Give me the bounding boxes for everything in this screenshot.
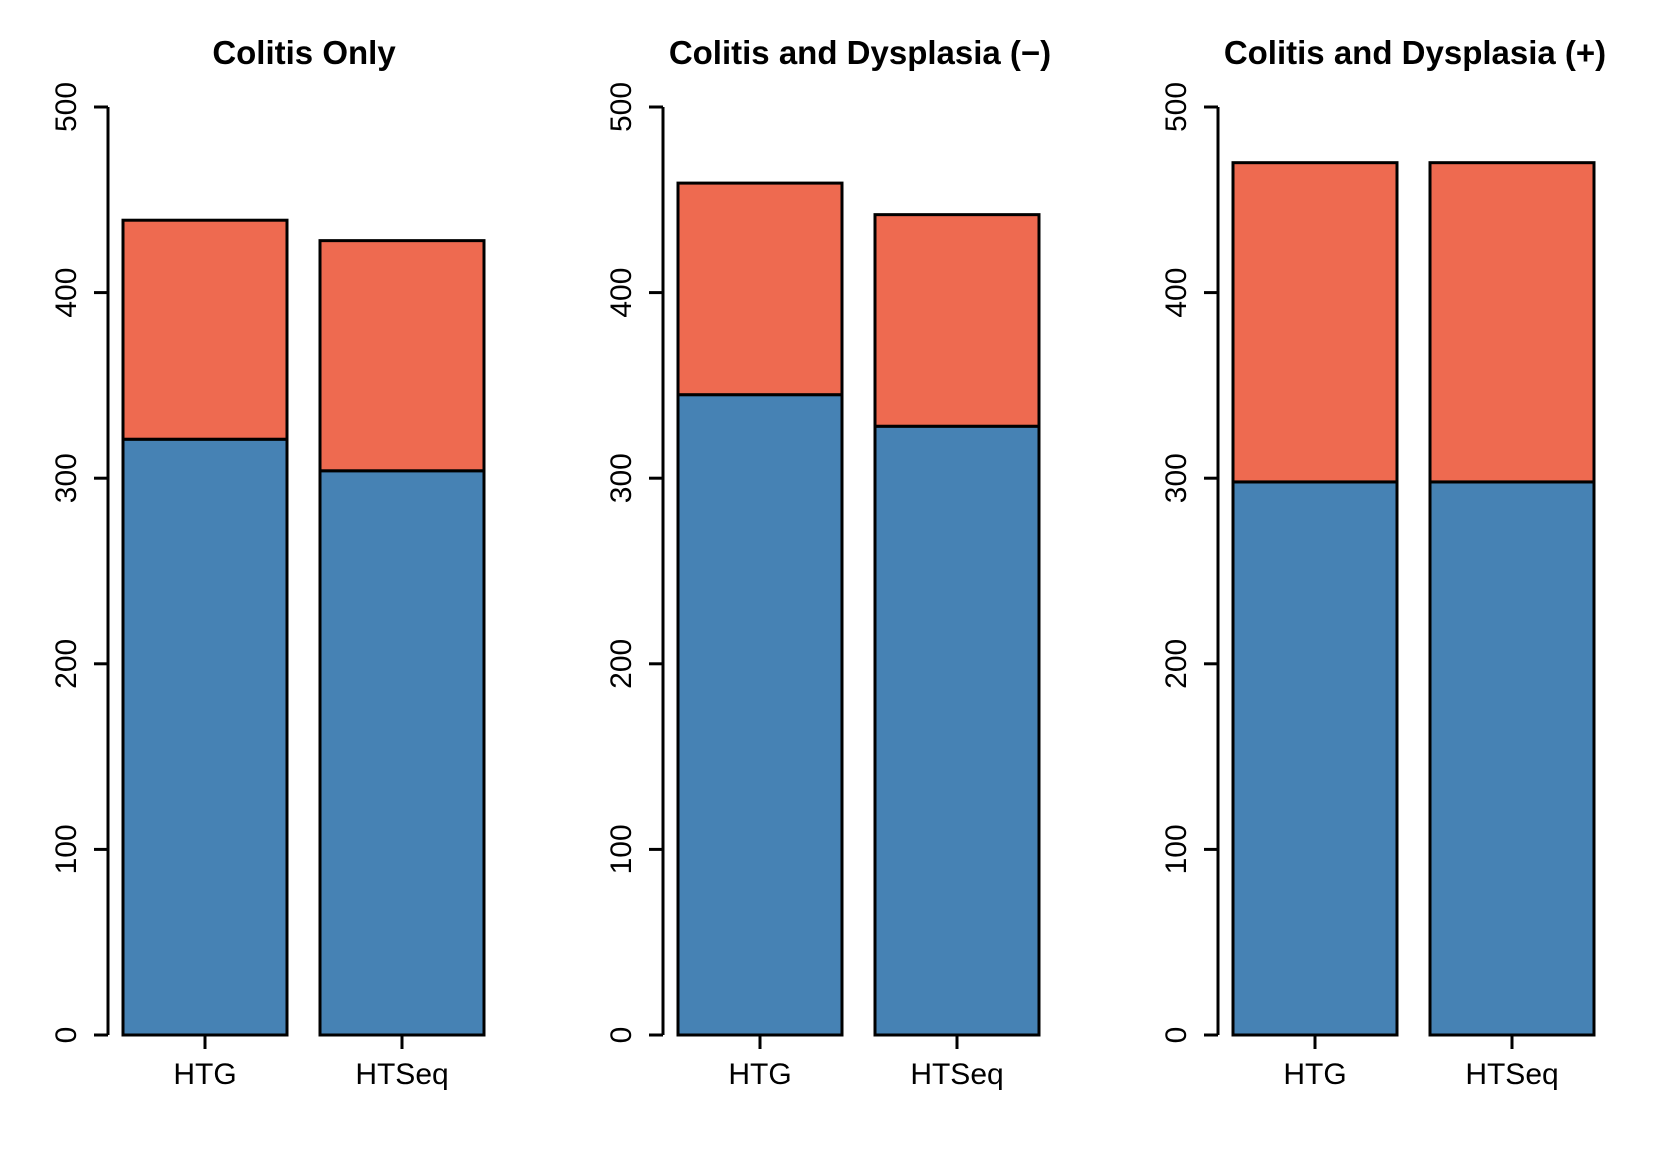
y-tick-label: 400 [605,268,638,318]
y-tick-label: 100 [50,824,83,874]
y-tick-label: 100 [605,824,638,874]
bar-htseq-segment-2 [873,213,1041,428]
x-category-label: HTG [1283,1058,1346,1091]
y-tick-label: 500 [1160,82,1193,132]
y-tick-label: 300 [1160,453,1193,503]
bar-htseq-segment-2 [318,239,486,473]
x-category-label: HTG [173,1058,236,1091]
bar-htg-segment-1 [676,393,844,1037]
y-tick-label: 300 [605,453,638,503]
panel-title: Colitis and Dysplasia (−) [669,34,1051,71]
y-tick-label: 200 [1160,639,1193,689]
y-tick-label: 100 [1160,824,1193,874]
bar-htg-segment-2 [676,181,844,397]
bar-htg-segment-2 [1231,161,1399,484]
bar-htseq-segment-1 [873,424,1041,1037]
bar-htseq-segment-2 [1428,161,1596,484]
y-tick-label: 300 [50,453,83,503]
y-tick-label: 0 [1160,1027,1193,1044]
bar-htseq-segment-1 [1428,480,1596,1037]
x-category-label: HTSeq [910,1058,1003,1091]
y-tick-label: 200 [605,639,638,689]
x-category-label: HTG [728,1058,791,1091]
chart-panel-2: Colitis and Dysplasia (−) 0 100 200 300 400 50… [605,34,1051,1091]
bar-htseq-segment-1 [318,469,486,1037]
chart-panel-1: Colitis Only 0 100 200 300 400 500 HTG HTSeq [50,34,486,1091]
bar-htg-segment-2 [121,218,289,441]
y-tick-label: 0 [605,1027,638,1044]
y-tick-label: 500 [50,82,83,132]
y-tick-label: 0 [50,1027,83,1044]
y-tick-label: 400 [50,268,83,318]
bar-htg-segment-1 [121,437,289,1037]
bar-htg-segment-1 [1231,480,1399,1037]
x-category-label: HTSeq [355,1058,448,1091]
y-tick-label: 200 [50,639,83,689]
panel-title: Colitis and Dysplasia (+) [1224,34,1606,71]
x-category-label: HTSeq [1465,1058,1558,1091]
y-tick-label: 400 [1160,268,1193,318]
y-tick-label: 500 [605,82,638,132]
panel-title: Colitis Only [212,34,396,71]
chart-panel-3: Colitis and Dysplasia (+) 0 100 200 300 400 50… [1160,34,1606,1091]
